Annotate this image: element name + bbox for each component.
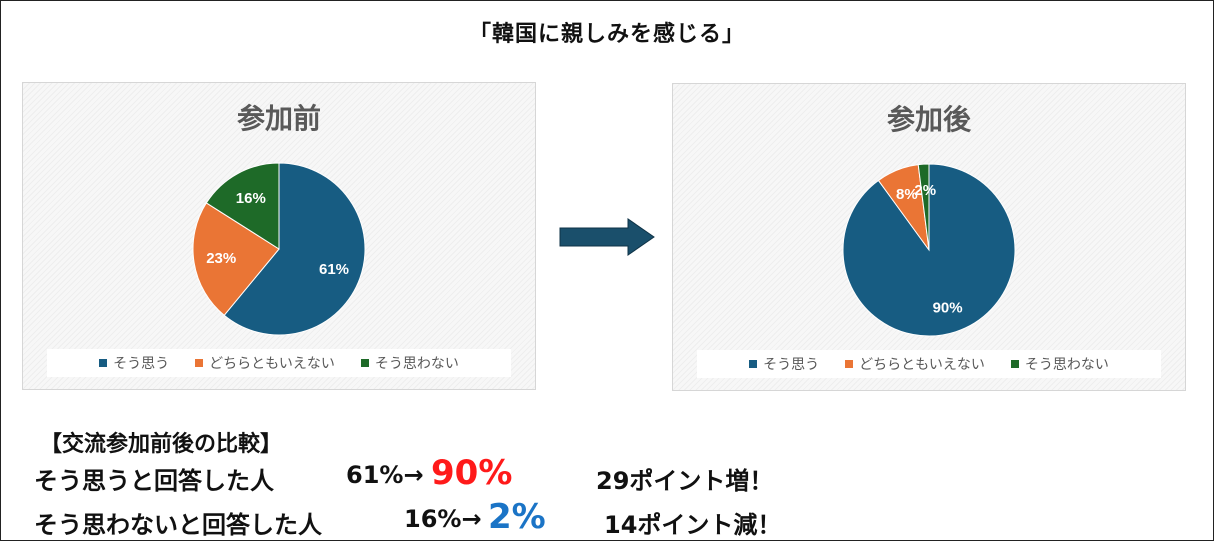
pie-slice-neutral-before — [192, 202, 280, 316]
legend-item-neutral: どちらともいえない — [845, 354, 985, 374]
summary-row2-to: 2% — [488, 497, 546, 537]
summary-row1-to: 90% — [431, 453, 513, 493]
legend-swatch-neutral — [845, 360, 854, 368]
summary-row1-from: 61%→ — [346, 461, 424, 489]
legend-before: そう思う どちらともいえない そう思わない — [47, 349, 511, 377]
summary-row2-change: 14ポイント減！ — [604, 511, 782, 539]
data-label-disagree-before: 16% — [236, 190, 266, 207]
main-title: 「韓国に親しみを感じる」 — [468, 22, 745, 47]
pie-chart-after: 90% 8%2% — [842, 163, 1016, 337]
legend-item-agree: そう思う — [99, 353, 169, 373]
legend-swatch-agree — [749, 360, 758, 368]
legend-label-neutral: どちらともいえない — [859, 357, 985, 373]
pie-slice-agree-before — [223, 162, 366, 336]
pie-slice-disagree-after — [917, 163, 930, 251]
pie-slice-disagree-before — [205, 162, 280, 250]
legend-label-agree: そう思う — [113, 356, 170, 372]
legend-item-agree: そう思う — [749, 354, 819, 374]
legend-swatch-agree — [99, 359, 108, 367]
legend-label-neutral: どちらともいえない — [209, 356, 335, 372]
chart-title-before: 参加前 — [236, 102, 321, 135]
legend-label-agree: そう思う — [763, 357, 820, 373]
right-arrow-icon — [559, 218, 655, 256]
legend-swatch-neutral — [195, 359, 204, 367]
legend-item-neutral: どちらともいえない — [195, 353, 335, 373]
legend-swatch-disagree — [360, 359, 369, 367]
summary-row1-label: そう思うと回答した人 — [34, 467, 274, 495]
data-label-neutral-after: 8% — [896, 186, 918, 203]
chart-title-after: 参加後 — [886, 103, 971, 136]
legend-after: そう思う どちらともいえない そう思わない — [697, 350, 1161, 378]
chart-panel-after: 参加後 90% 8% 2% そう思う どちらともいえない そう思わない — [672, 83, 1186, 391]
data-label-neutral-before: 23% — [206, 250, 236, 267]
legend-swatch-disagree — [1010, 360, 1019, 368]
data-label-agree-after: 90% — [933, 299, 963, 316]
summary-title: 【交流参加前後の比較】 — [40, 432, 283, 457]
data-label-disagree-after: 2% — [914, 182, 936, 199]
summary-row2-label: そう思わないと回答した人 — [34, 511, 322, 539]
chart-panel-before: 参加前 61% 23% 16% そう思う どちらともいえない そう思わない — [22, 82, 536, 390]
summary-row2-from: 16%→ — [404, 505, 482, 533]
legend-label-disagree: そう思わない — [374, 356, 459, 372]
legend-item-disagree: そう思わない — [1010, 354, 1109, 374]
summary-row1-change: 29ポイント増！ — [596, 467, 774, 495]
legend-item-disagree: そう思わない — [360, 353, 459, 373]
legend-label-disagree: そう思わない — [1024, 357, 1109, 373]
data-label-agree-before: 61% — [319, 261, 349, 278]
pie-chart-before: 61% 23% 16% — [192, 162, 366, 336]
